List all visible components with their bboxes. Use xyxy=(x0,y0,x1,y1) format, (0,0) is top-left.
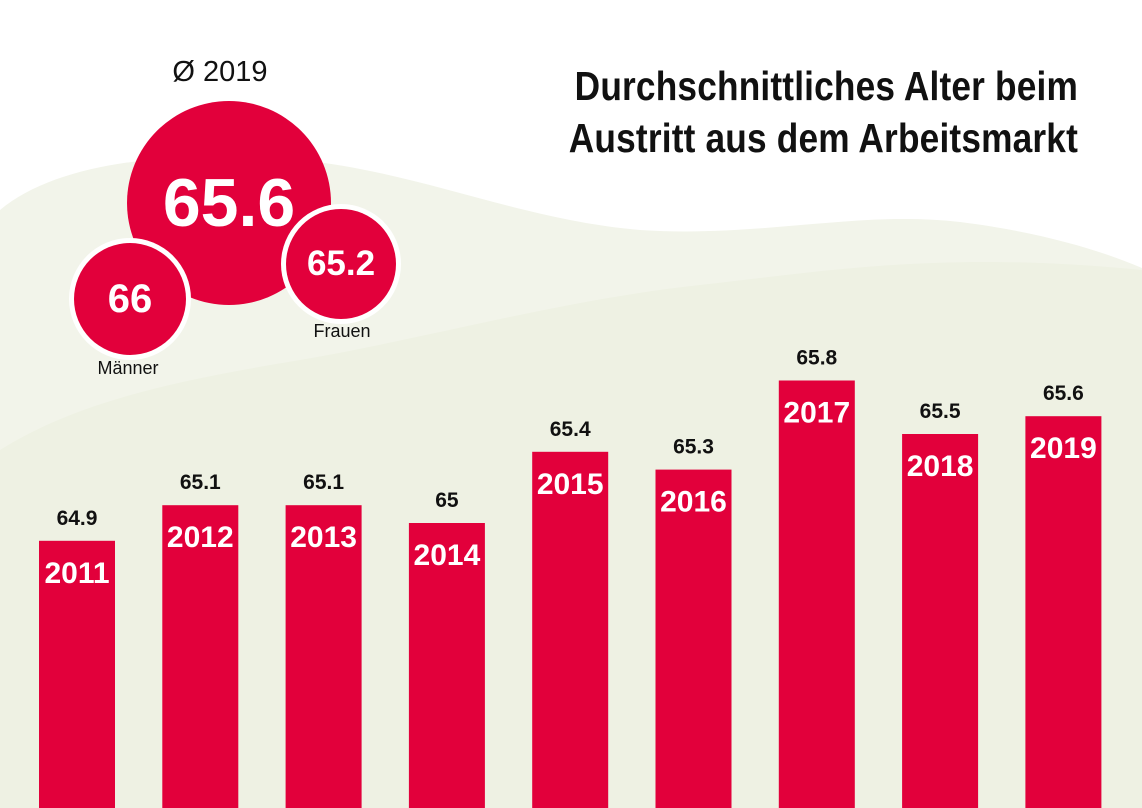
bar-category-label-2011: 2011 xyxy=(44,557,109,590)
bar-category-label-2015: 2015 xyxy=(537,468,604,501)
bar-category-label-2013: 2013 xyxy=(290,521,357,554)
average-men-value: 66 xyxy=(107,276,153,321)
average-women-value: 65.2 xyxy=(306,244,376,283)
bar-value-label-2015: 65.4 xyxy=(550,418,591,441)
average-men-bubble: 66 xyxy=(74,243,186,355)
chart-title-line-1: Durchschnittliches Alter beim xyxy=(574,63,1078,109)
bar-category-label-2012: 2012 xyxy=(167,521,234,554)
bar-value-label-2013: 65.1 xyxy=(303,471,344,494)
bar-value-label-2011: 64.9 xyxy=(57,507,98,530)
bar-category-label-2016: 2016 xyxy=(660,486,727,519)
average-men-label: Männer xyxy=(97,358,159,378)
chart-title-line-2: Austritt aus dem Arbeitsmarkt xyxy=(568,115,1078,161)
bar-2017 xyxy=(778,380,855,808)
bar-2016 xyxy=(655,469,732,808)
bar-value-label-2012: 65.1 xyxy=(180,471,221,494)
bar-category-label-2014: 2014 xyxy=(414,539,481,572)
bar-value-label-2019: 65.6 xyxy=(1043,382,1084,405)
average-year-label: Ø 2019 xyxy=(172,56,268,88)
bar-category-label-2017: 2017 xyxy=(783,397,850,430)
bar-2019 xyxy=(1025,416,1102,808)
average-women-label: Frauen xyxy=(313,321,371,341)
bar-2013 xyxy=(285,505,362,808)
average-women-bubble: 65.2 xyxy=(286,209,396,319)
bar-2018 xyxy=(902,434,979,808)
bar-category-label-2019: 2019 xyxy=(1030,432,1097,465)
bar-value-label-2016: 65.3 xyxy=(673,436,714,459)
bars-layer: 2011 64.9 2012 65.1 2013 65.1 2014 65 2015 65.4 20… xyxy=(39,347,1102,808)
bar-value-label-2018: 65.5 xyxy=(920,400,961,423)
bar-value-label-2014: 65 xyxy=(435,489,459,512)
chart-title: Durchschnittliches Alter beim Austritt a… xyxy=(476,60,1078,164)
bar-category-label-2018: 2018 xyxy=(907,450,974,483)
bar-2011 xyxy=(39,540,115,808)
bar-2014 xyxy=(408,523,485,808)
average-total-value: 65.6 xyxy=(162,165,296,241)
bar-value-label-2017: 65.8 xyxy=(796,347,837,370)
bar-2015 xyxy=(532,451,609,808)
bar-2012 xyxy=(162,505,239,808)
